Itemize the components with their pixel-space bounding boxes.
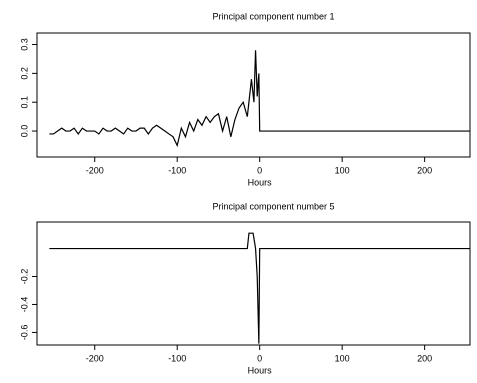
plot-frame [36,32,471,158]
y-tick-label: -0.2 [19,269,29,285]
x-tick-label: -100 [168,165,186,175]
x-tick-label: -100 [168,353,186,363]
chart-title: Principal component number 1 [212,11,334,21]
x-tick-label: -200 [86,353,104,363]
y-tick-label: 0.0 [19,125,29,138]
chart-title: Principal component number 5 [212,201,334,211]
data-line [49,232,470,344]
x-tick-label: 0 [257,353,262,363]
data-line [49,50,470,148]
x-tick-label: 100 [335,353,350,363]
x-tick-label: 200 [417,353,432,363]
x-tick-label: 0 [257,165,262,175]
x-axis-label: Hours [248,177,273,187]
x-tick-label: -200 [86,165,104,175]
x-axis-label: Hours [248,365,273,375]
x-tick-label: 200 [417,165,432,175]
plot-frame [36,221,471,346]
y-tick-label: 0.2 [19,67,29,80]
y-tick-label: 0.1 [19,96,29,109]
y-tick-label: -0.6 [19,325,29,341]
y-tick-label: -0.4 [19,297,29,313]
y-tick-label: 0.3 [19,38,29,51]
x-tick-label: 100 [335,165,350,175]
